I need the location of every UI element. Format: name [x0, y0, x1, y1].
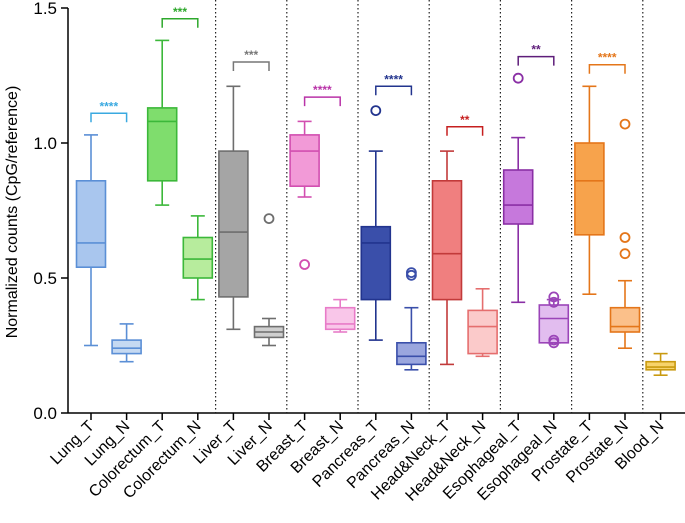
- boxes: [75, 39, 676, 377]
- iqr-box: [609, 306, 641, 333]
- iqr-box: [324, 306, 356, 331]
- significance-label: ****: [598, 51, 617, 65]
- outlier-point: [619, 232, 631, 243]
- significance-label: ***: [173, 5, 187, 19]
- iqr-box: [396, 341, 427, 366]
- y-axis-title: Normalized counts (CpG/reference): [4, 86, 21, 339]
- significance-label: ***: [244, 48, 258, 62]
- significance-bracket: ***: [232, 48, 270, 71]
- outlier-point: [548, 337, 560, 349]
- outlier-point: [299, 259, 311, 270]
- box-lung-n: [111, 323, 142, 363]
- box-liver-t: [218, 85, 249, 331]
- outlier-point: [548, 291, 560, 303]
- significance-label: **: [460, 113, 470, 127]
- outlier-point: [405, 267, 417, 279]
- outlier-point: [548, 296, 560, 308]
- bracket-line: [90, 112, 128, 123]
- box-lung-t: [75, 134, 107, 347]
- iqr-box: [431, 180, 463, 301]
- iqr-box: [645, 360, 676, 371]
- significance-label: **: [531, 43, 541, 57]
- y-tick-label: 0.5: [33, 269, 57, 288]
- significance-label: ****: [313, 83, 332, 97]
- group-separators: [215, 0, 644, 413]
- box-blood-n: [645, 352, 676, 377]
- bracket-line: [588, 63, 626, 74]
- significance-bracket: **: [446, 113, 484, 136]
- significance-brackets: **************************: [90, 5, 626, 136]
- iqr-box: [111, 339, 142, 355]
- box-esophageal-n: [538, 291, 570, 349]
- significance-bracket: ***: [161, 5, 199, 28]
- significance-bracket: ****: [303, 83, 341, 107]
- box-liver-n: [253, 213, 285, 347]
- iqr-box: [467, 309, 498, 355]
- iqr-box: [75, 180, 107, 269]
- iqr-box: [360, 225, 392, 301]
- bracket-line: [517, 55, 555, 66]
- iqr-box: [289, 134, 320, 187]
- box-head-neck-n: [467, 287, 498, 358]
- box-prostate-t: [574, 85, 605, 296]
- box-pancreas-n: [396, 267, 427, 371]
- significance-label: ****: [99, 99, 118, 113]
- outlier-point: [619, 118, 631, 130]
- y-tick-label: 1.5: [33, 0, 57, 18]
- significance-bracket: ****: [375, 72, 413, 96]
- box-breast-t: [289, 120, 320, 270]
- bracket-line: [375, 85, 413, 96]
- bracket-line: [303, 96, 341, 107]
- iqr-box: [502, 169, 534, 225]
- outlier-point: [263, 213, 275, 225]
- box-colorectum-n: [182, 215, 214, 301]
- outlier-point: [370, 105, 382, 116]
- y-tick-label: 1.0: [33, 134, 57, 153]
- outlier-point: [619, 248, 631, 260]
- axes: 0.0 0.5 1.0 1.5: [33, 0, 685, 423]
- iqr-box: [146, 107, 178, 182]
- box-pancreas-t: [360, 105, 392, 341]
- box-colorectum-t: [146, 39, 178, 206]
- bracket-line: [232, 61, 270, 71]
- bracket-line: [446, 126, 484, 136]
- significance-bracket: **: [517, 43, 555, 66]
- box-breast-n: [324, 298, 356, 333]
- significance-label: ****: [384, 72, 403, 86]
- y-tick-label: 0.0: [33, 404, 57, 423]
- bracket-line: [161, 18, 199, 28]
- iqr-box: [182, 236, 214, 279]
- box-esophageal-t: [502, 72, 534, 304]
- outlier-point: [512, 72, 524, 84]
- iqr-box: [218, 150, 249, 298]
- box-head-neck-t: [431, 150, 463, 366]
- significance-bracket: ****: [588, 51, 626, 74]
- iqr-box: [574, 142, 605, 236]
- significance-bracket: ****: [90, 99, 128, 123]
- category-labels: Lung_TLung_NColorectum_TColorectum_NLive…: [47, 418, 667, 505]
- box-prostate-n: [609, 118, 641, 350]
- iqr-box: [538, 304, 570, 344]
